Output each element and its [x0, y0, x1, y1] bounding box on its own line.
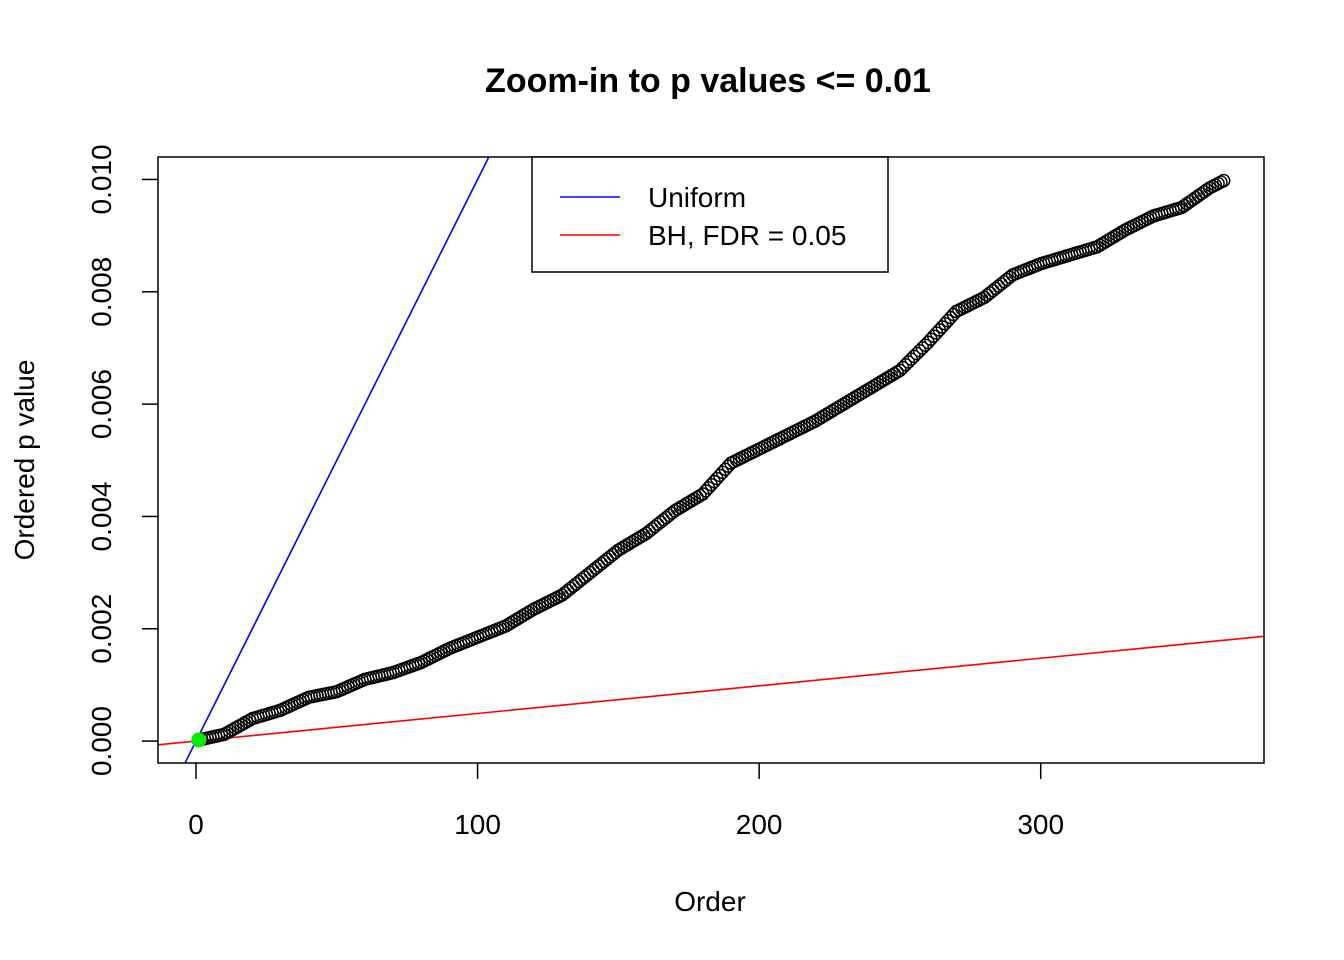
y-tick-label: 0.004 [86, 481, 117, 551]
series-line-0 [184, 157, 490, 763]
data-point [1217, 173, 1231, 188]
y-tick-label: 0.000 [86, 706, 117, 776]
x-tick-label: 0 [188, 809, 204, 840]
y-tick-label: 0.002 [86, 594, 117, 664]
highlighted-point [191, 732, 207, 748]
chart-title: Zoom-in to p values <= 0.01 [485, 62, 931, 100]
y-axis-label: Ordered p value [9, 360, 40, 561]
x-axis-label: Order [674, 886, 746, 917]
data-layer [158, 157, 1264, 763]
x-tick-label: 300 [1017, 809, 1064, 840]
legend-box [531, 156, 889, 273]
y-tick-label: 0.006 [86, 369, 117, 439]
series-line-1 [158, 635, 1264, 746]
y-tick-label: 0.008 [86, 257, 117, 327]
legend-label-bh: BH, FDR = 0.05 [648, 220, 846, 251]
y-tick-label: 0.010 [86, 144, 117, 214]
x-tick-label: 100 [454, 809, 501, 840]
x-tick-label: 200 [736, 809, 783, 840]
axes-layer: 0 100 200 300 0.000 0.002 0.004 0.006 0.008 0.010 [86, 144, 1064, 840]
legend-label-uniform: Uniform [648, 182, 746, 213]
legend: Uniform BH, FDR = 0.05 [531, 156, 889, 273]
